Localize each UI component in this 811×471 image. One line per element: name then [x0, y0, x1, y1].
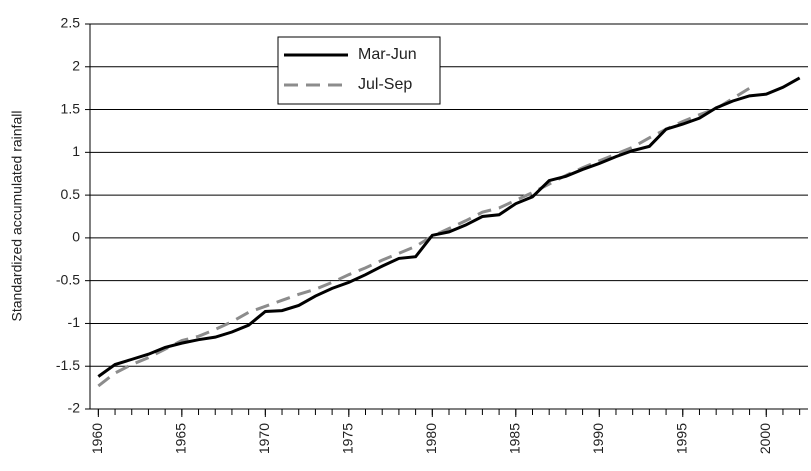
y-tick-label: -2: [68, 400, 81, 416]
x-tick-label: 1975: [340, 423, 356, 454]
series-line: [97, 76, 801, 378]
legend-label: Jul-Sep: [358, 76, 412, 93]
y-axis-label: Standardized accumulated rainfall: [9, 111, 25, 322]
x-tick-label: 1980: [423, 423, 439, 454]
y-tick-label: 2: [72, 57, 80, 73]
x-tick-label: 1985: [506, 423, 522, 454]
legend-box: [277, 36, 441, 105]
y-tick-label: 2.5: [61, 15, 81, 31]
x-tick-label: 2000: [757, 423, 773, 454]
y-tick-label: 0: [72, 229, 80, 245]
x-tick-label: 1970: [256, 423, 272, 454]
y-tick-label: -1.5: [56, 357, 80, 373]
legend-label: Mar-Jun: [358, 46, 417, 63]
x-tick-label: 1990: [590, 423, 606, 454]
x-tick-label: 1965: [173, 423, 189, 454]
series-line: [97, 86, 751, 388]
y-tick-label: -1: [68, 314, 81, 330]
y-tick-label: 1: [72, 143, 80, 159]
y-tick-label: 0.5: [61, 186, 81, 202]
y-tick-label: -0.5: [56, 271, 80, 287]
y-tick-label: 1.5: [61, 100, 81, 116]
x-tick-label: 1960: [89, 423, 105, 454]
x-tick-label: 1995: [673, 423, 689, 454]
